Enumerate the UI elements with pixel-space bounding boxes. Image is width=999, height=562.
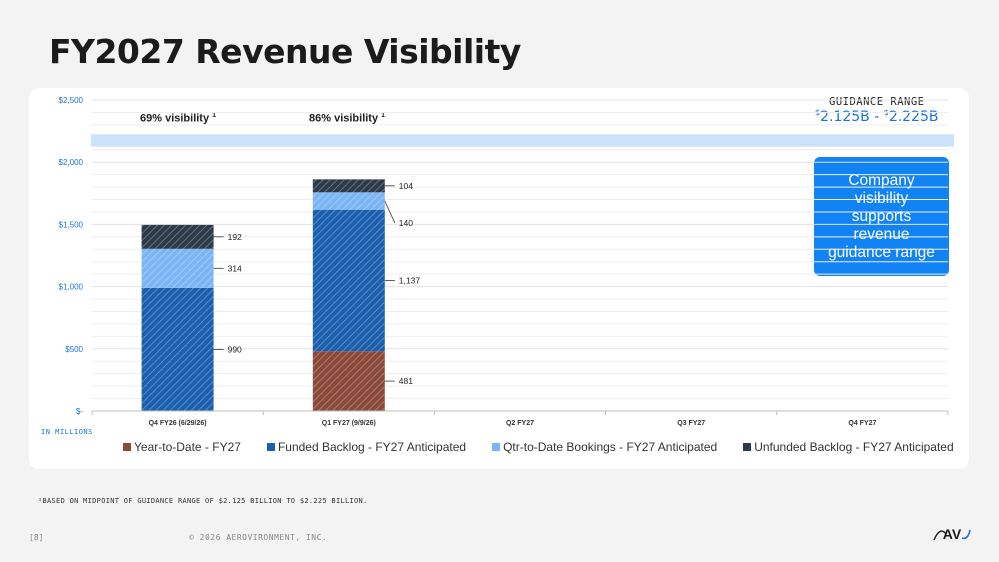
bar-segment-ytd-hatch [312, 351, 385, 411]
guidance-low: 2.125B [820, 109, 870, 125]
x-tick-label: Q3 FY27 [677, 420, 705, 427]
legend-label: Unfunded Backlog - FY27 Anticipated [754, 440, 954, 454]
visibility-footnote-ref: 1 [212, 112, 217, 119]
legend-swatch [743, 443, 752, 451]
legend-item-unfunded: Unfunded Backlog - FY27 Anticipated [743, 440, 954, 454]
y-tick-label: $- [76, 407, 83, 416]
legend-item-qtd: Qtr-to-Date Bookings - FY27 Anticipated [492, 440, 717, 454]
legend-label: Year-to-Date - FY27 [134, 440, 241, 454]
x-tick-label: Q4 FY26 (6/29/26) [149, 420, 207, 427]
data-label: 140 [399, 218, 413, 228]
logo-text: AV [943, 526, 962, 542]
visibility-footnote-ref: 1 [381, 112, 386, 119]
page-number: [8] [29, 533, 44, 542]
visibility-callout: Company visibility supports revenue guid… [814, 157, 949, 276]
guidance-range-title: GUIDANCE RANGE [829, 96, 925, 108]
legend-swatch [266, 443, 275, 451]
logo-swoosh-right [961, 529, 971, 540]
x-tick-label: Q4 FY27 [848, 420, 876, 427]
y-tick-label: $1,500 [59, 220, 84, 229]
company-logo: AV [933, 526, 971, 542]
data-label-leader [384, 200, 396, 224]
visibility-label-text: 86% visibility [309, 112, 379, 125]
visibility-label-q4fy26: 69% visibility 1 [140, 112, 216, 125]
data-label: 104 [399, 181, 413, 191]
guidance-high: 2.225B [888, 109, 939, 125]
legend-swatch [492, 443, 501, 451]
y-tick-label: $500 [65, 345, 83, 354]
data-label: 192 [228, 232, 242, 242]
legend-label: Funded Backlog - FY27 Anticipated [277, 440, 467, 454]
units-label: IN MILLIONS [41, 428, 93, 436]
legend-item-ytd: Year-to-Date - FY27 [123, 440, 241, 454]
visibility-label-text: 69% visibility [140, 112, 210, 125]
legend-item-funded: Funded Backlog - FY27 Anticipated [266, 440, 467, 454]
bar-segment-unfunded-hatch [312, 179, 385, 193]
data-label: 1,137 [399, 275, 421, 285]
logo-swoosh-left [933, 530, 947, 541]
visibility-label-q1fy27: 86% visibility 1 [309, 112, 385, 125]
bar-segment-qtd-hatch [141, 248, 214, 288]
bar-segment-funded-hatch [141, 287, 214, 411]
y-tick-label: $2,500 [59, 96, 84, 105]
y-tick-label: $2,000 [59, 158, 84, 167]
guidance-separator: - [869, 109, 884, 125]
x-tick-label: Q1 FY27 (9/9/26) [322, 420, 376, 427]
visibility-callout-text: Company visibility supports revenue guid… [828, 171, 935, 261]
legend-swatch [123, 443, 131, 451]
y-tick-label: $1,000 [59, 283, 84, 292]
data-label: 990 [228, 344, 242, 354]
guidance-band [91, 134, 954, 147]
chart-legend: Year-to-Date - FY27 Funded Backlog - FY2… [123, 440, 954, 454]
page-title: FY2027 Revenue Visibility [49, 32, 521, 71]
copyright: © 2026 AEROVIRONMENT, INC. [189, 533, 328, 542]
footnote: ¹BASED ON MIDPOINT OF GUIDANCE RANGE OF … [38, 497, 368, 505]
legend-label: Qtr-to-Date Bookings - FY27 Anticipated [503, 440, 718, 454]
data-label: 481 [399, 376, 413, 386]
bar-segment-unfunded-hatch [141, 224, 214, 249]
bar-segment-funded-hatch [312, 209, 385, 352]
bar-segment-qtd-hatch [312, 192, 385, 210]
data-label: 314 [228, 263, 242, 273]
x-tick-label: Q2 FY27 [506, 420, 534, 427]
